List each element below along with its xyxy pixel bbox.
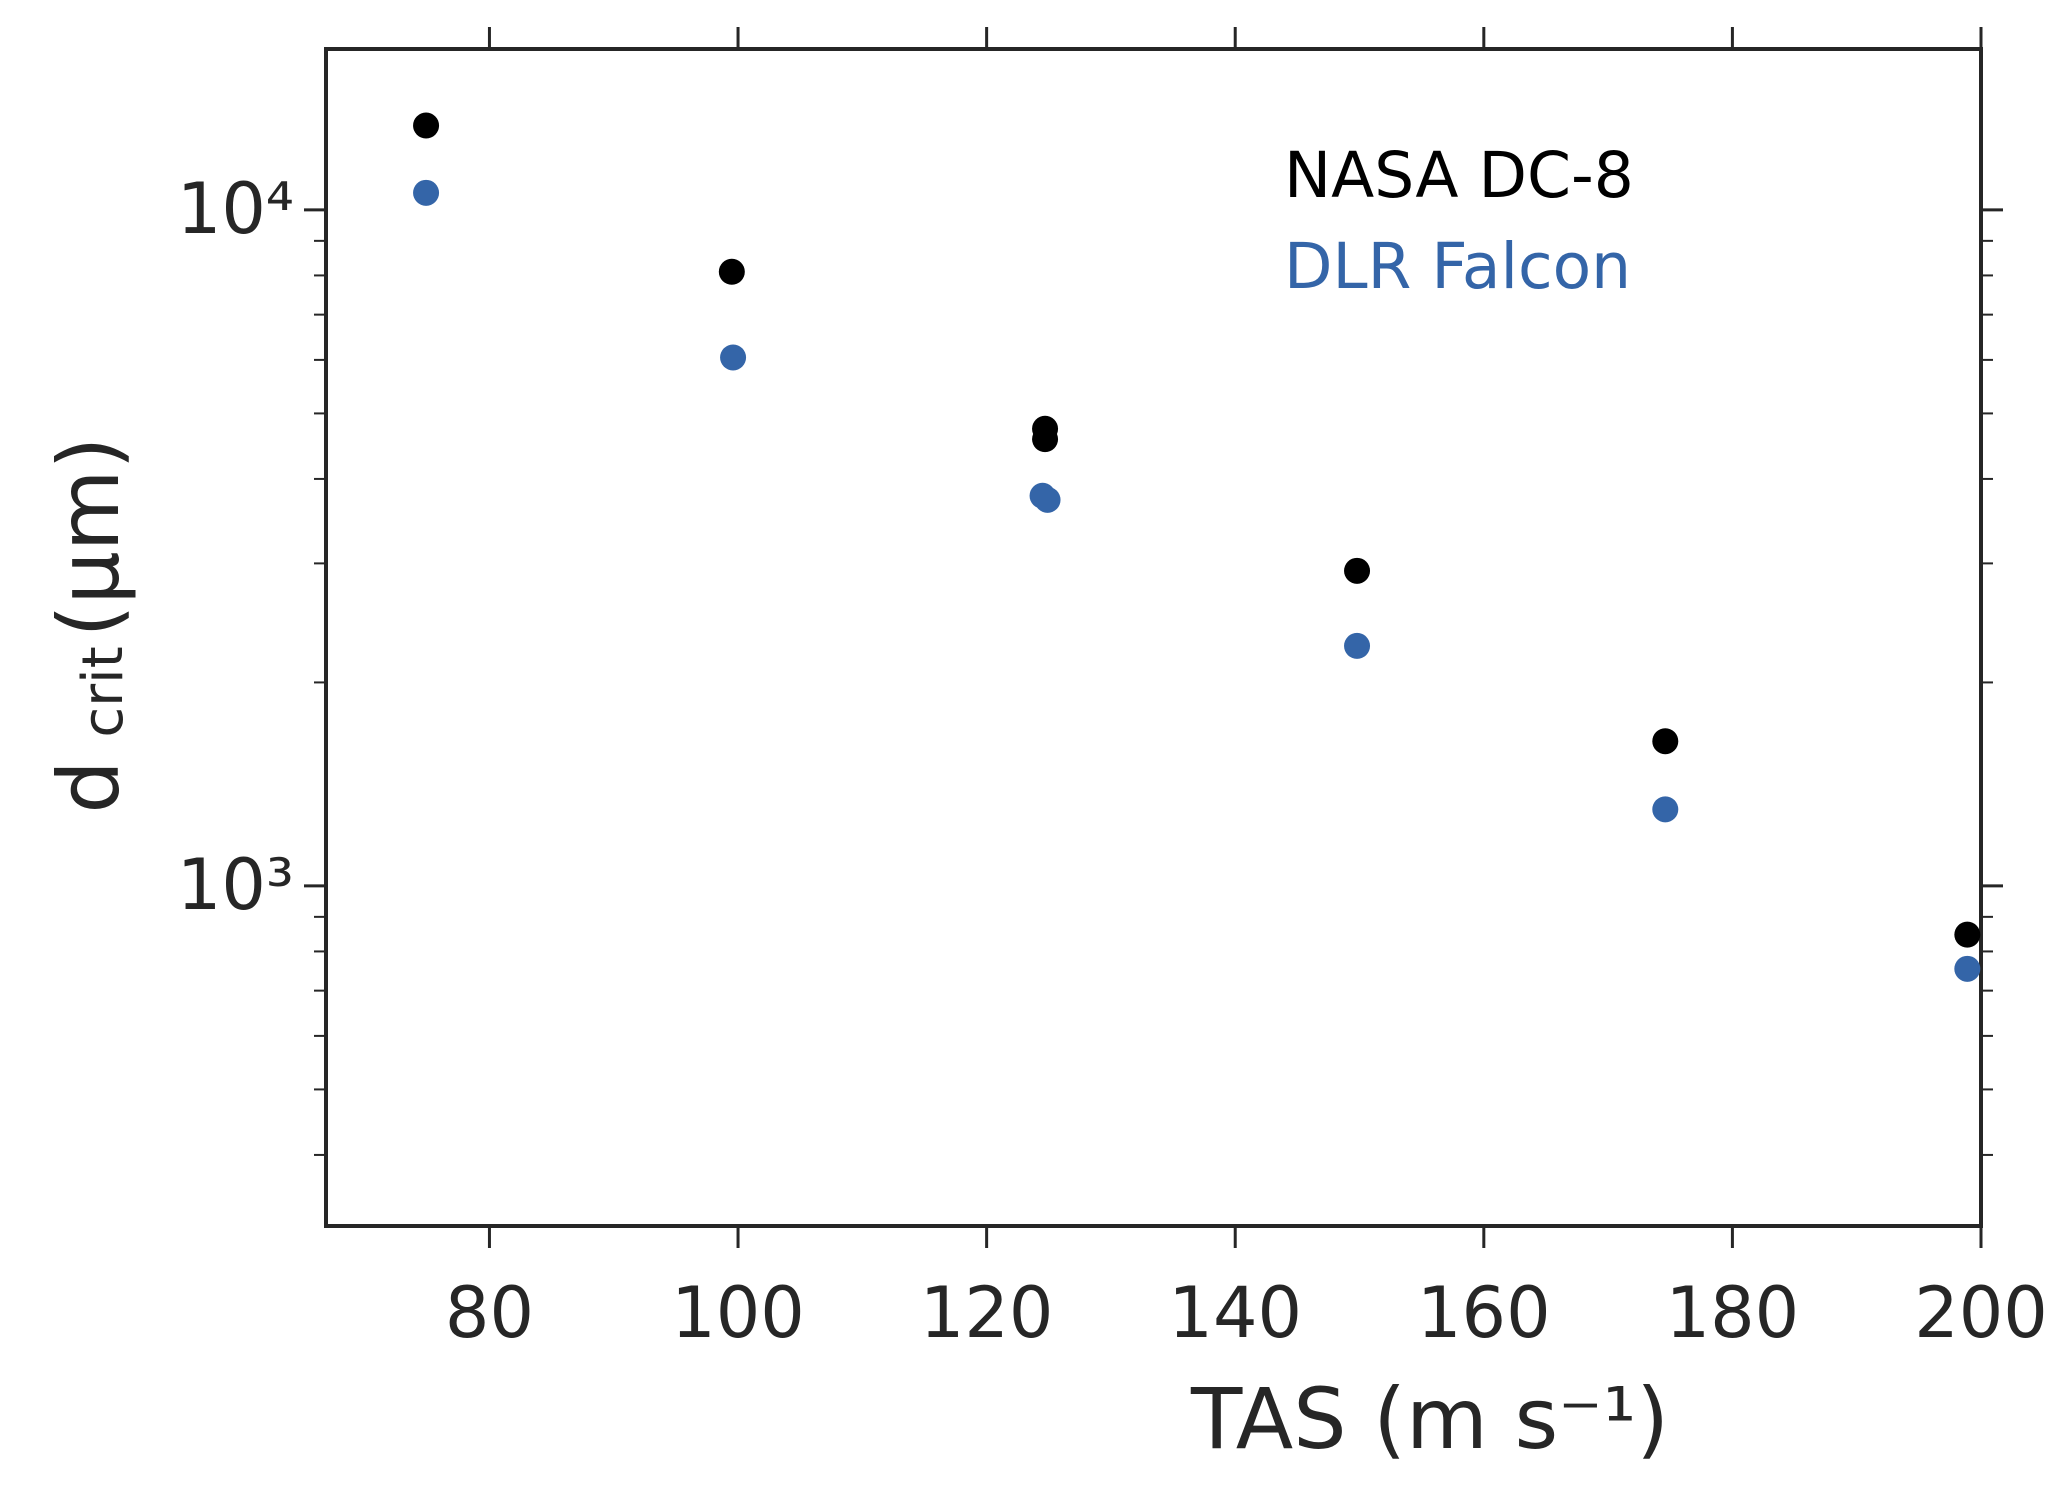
point bbox=[1034, 486, 1061, 513]
point bbox=[720, 344, 747, 371]
y-axis-label-main: d bbox=[40, 760, 138, 813]
x-tick-label: 180 bbox=[1666, 1272, 1800, 1354]
x-tick-label: 140 bbox=[1168, 1272, 1302, 1354]
x-tick-label: 200 bbox=[1914, 1272, 2048, 1354]
point bbox=[718, 258, 745, 285]
plot-frame bbox=[324, 47, 1983, 1228]
y-axis-label-sub: crit bbox=[71, 646, 136, 737]
point bbox=[1652, 728, 1679, 755]
point bbox=[1652, 796, 1679, 823]
point bbox=[1954, 921, 1981, 948]
point bbox=[413, 179, 440, 206]
point bbox=[413, 112, 440, 139]
x-tick-label: 120 bbox=[920, 1272, 1054, 1354]
x-axis-label: TAS (m s⁻¹) bbox=[1190, 1370, 1669, 1468]
point bbox=[1954, 955, 1981, 982]
x-tick-label: 80 bbox=[445, 1272, 534, 1354]
y-axis-label-unit: (μm) bbox=[40, 437, 138, 638]
y-tick-label: 10³ bbox=[177, 844, 294, 926]
point bbox=[1032, 426, 1059, 453]
point bbox=[1344, 557, 1371, 584]
y-axis-label: d crit (μm) bbox=[40, 437, 138, 814]
legend-entry: NASA DC-8 bbox=[1284, 139, 1634, 212]
y-tick-label: 10⁴ bbox=[177, 168, 294, 250]
x-tick-label: 100 bbox=[671, 1272, 805, 1354]
point bbox=[1344, 632, 1371, 659]
x-tick-label: 160 bbox=[1417, 1272, 1551, 1354]
legend-entry: DLR Falcon bbox=[1284, 230, 1631, 303]
